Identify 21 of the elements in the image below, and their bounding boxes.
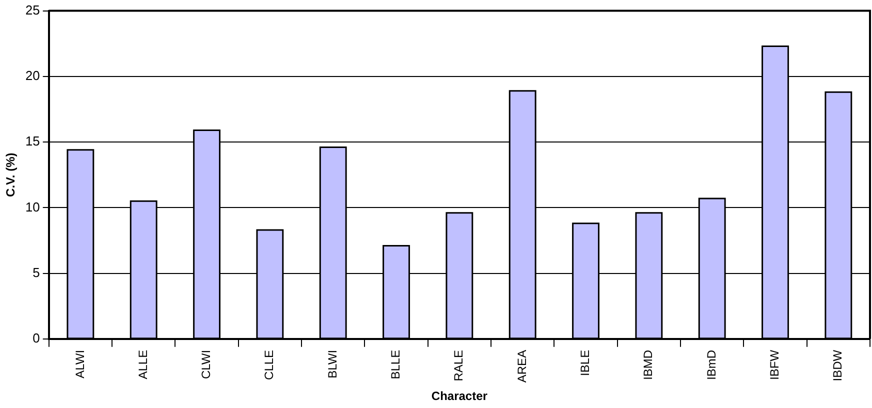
x-tick-label: ALWI — [72, 350, 87, 378]
x-tick-label: IBDW — [830, 349, 845, 382]
y-tick-label: 10 — [25, 199, 40, 214]
x-tick-label: CLLE — [262, 350, 276, 380]
y-tick-label: 0 — [32, 330, 40, 346]
x-tick-label: BLLE — [388, 350, 403, 380]
y-tick-label: 20 — [25, 68, 40, 84]
x-tick-label: IBmD — [704, 350, 718, 380]
x-tick-label: IBLE — [578, 350, 592, 376]
y-tick-label: 5 — [32, 264, 40, 280]
x-tick-label: CLWI — [199, 350, 214, 380]
y-tick-label: 25 — [25, 2, 40, 18]
x-tick-label: RALE — [452, 350, 466, 382]
y-axis-title: C.V. (%) — [4, 152, 18, 197]
x-tick-label: AREA — [514, 350, 529, 383]
x-axis-title: Character — [431, 389, 488, 404]
x-tick-label: IBFW — [768, 349, 782, 380]
x-tick-label: ALLE — [136, 350, 150, 380]
x-tick-label: BLWI — [325, 350, 340, 378]
x-tick-label: IBMD — [641, 350, 656, 380]
y-tick-label: 15 — [25, 134, 40, 149]
